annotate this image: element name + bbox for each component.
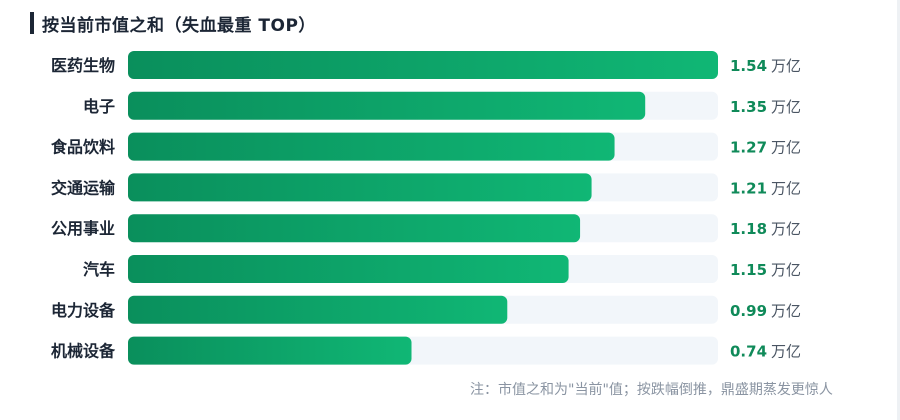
value-label: 0.74 — [730, 343, 767, 361]
unit-label: 万亿 — [771, 179, 801, 197]
category-label: 汽车 — [83, 260, 115, 279]
bar — [128, 132, 615, 161]
unit-label: 万亿 — [771, 57, 801, 75]
bar-row: 交通运输 1.21 万亿 — [51, 173, 801, 202]
value-label: 1.18 — [730, 220, 767, 238]
value-label: 1.15 — [730, 261, 767, 279]
unit-label: 万亿 — [771, 139, 801, 157]
chart-footnote: 注：市值之和为"当前"值；按跌幅倒推，鼎盛期蒸发更惊人 — [470, 382, 833, 398]
bar — [128, 51, 718, 79]
panel-edge — [897, 0, 900, 420]
unit-label: 万亿 — [771, 302, 801, 320]
category-label: 医药生物 — [51, 56, 115, 75]
category-label: 交通运输 — [51, 178, 116, 197]
value-label-group: 1.15 万亿 — [730, 261, 801, 279]
value-label-group: 0.74 万亿 — [730, 343, 801, 361]
unit-label: 万亿 — [771, 220, 801, 238]
value-label-group: 1.18 万亿 — [730, 220, 801, 238]
value-label: 1.21 — [730, 179, 767, 197]
bar-row: 机械设备 0.74 万亿 — [51, 336, 801, 365]
bar-row: 医药生物 1.54 万亿 — [51, 51, 801, 79]
category-label: 机械设备 — [51, 342, 116, 361]
category-label: 公用事业 — [51, 219, 115, 238]
unit-label: 万亿 — [771, 261, 801, 279]
category-label: 食品饮料 — [50, 138, 115, 157]
value-label-group: 1.54 万亿 — [730, 57, 801, 75]
chart-title: 按当前市值之和（失血最重 TOP） — [42, 15, 316, 36]
bar-row: 公用事业 1.18 万亿 — [51, 214, 801, 243]
value-label-group: 1.35 万亿 — [730, 98, 801, 116]
bar — [128, 91, 646, 120]
bar-row: 食品饮料 1.27 万亿 — [50, 132, 801, 161]
category-label: 电子 — [83, 97, 115, 116]
bar-row: 电子 1.35 万亿 — [83, 91, 801, 120]
category-label: 电力设备 — [51, 301, 116, 320]
bar — [128, 255, 569, 283]
value-label: 0.99 — [730, 302, 767, 320]
value-label: 1.27 — [730, 139, 767, 157]
bar-row: 汽车 1.15 万亿 — [83, 255, 801, 283]
bar — [128, 336, 412, 365]
title-accent-bar — [30, 12, 34, 34]
bar — [128, 173, 592, 202]
bar-row: 电力设备 0.99 万亿 — [51, 295, 801, 324]
unit-label: 万亿 — [771, 98, 801, 116]
unit-label: 万亿 — [771, 343, 801, 361]
bar — [128, 295, 508, 324]
value-label-group: 1.27 万亿 — [730, 139, 801, 157]
value-label-group: 1.21 万亿 — [730, 179, 801, 197]
chart-header: 按当前市值之和（失血最重 TOP） — [30, 10, 316, 36]
value-label: 1.54 — [730, 57, 767, 75]
value-label-group: 0.99 万亿 — [730, 302, 801, 320]
value-label: 1.35 — [730, 98, 767, 116]
bar — [128, 214, 581, 243]
